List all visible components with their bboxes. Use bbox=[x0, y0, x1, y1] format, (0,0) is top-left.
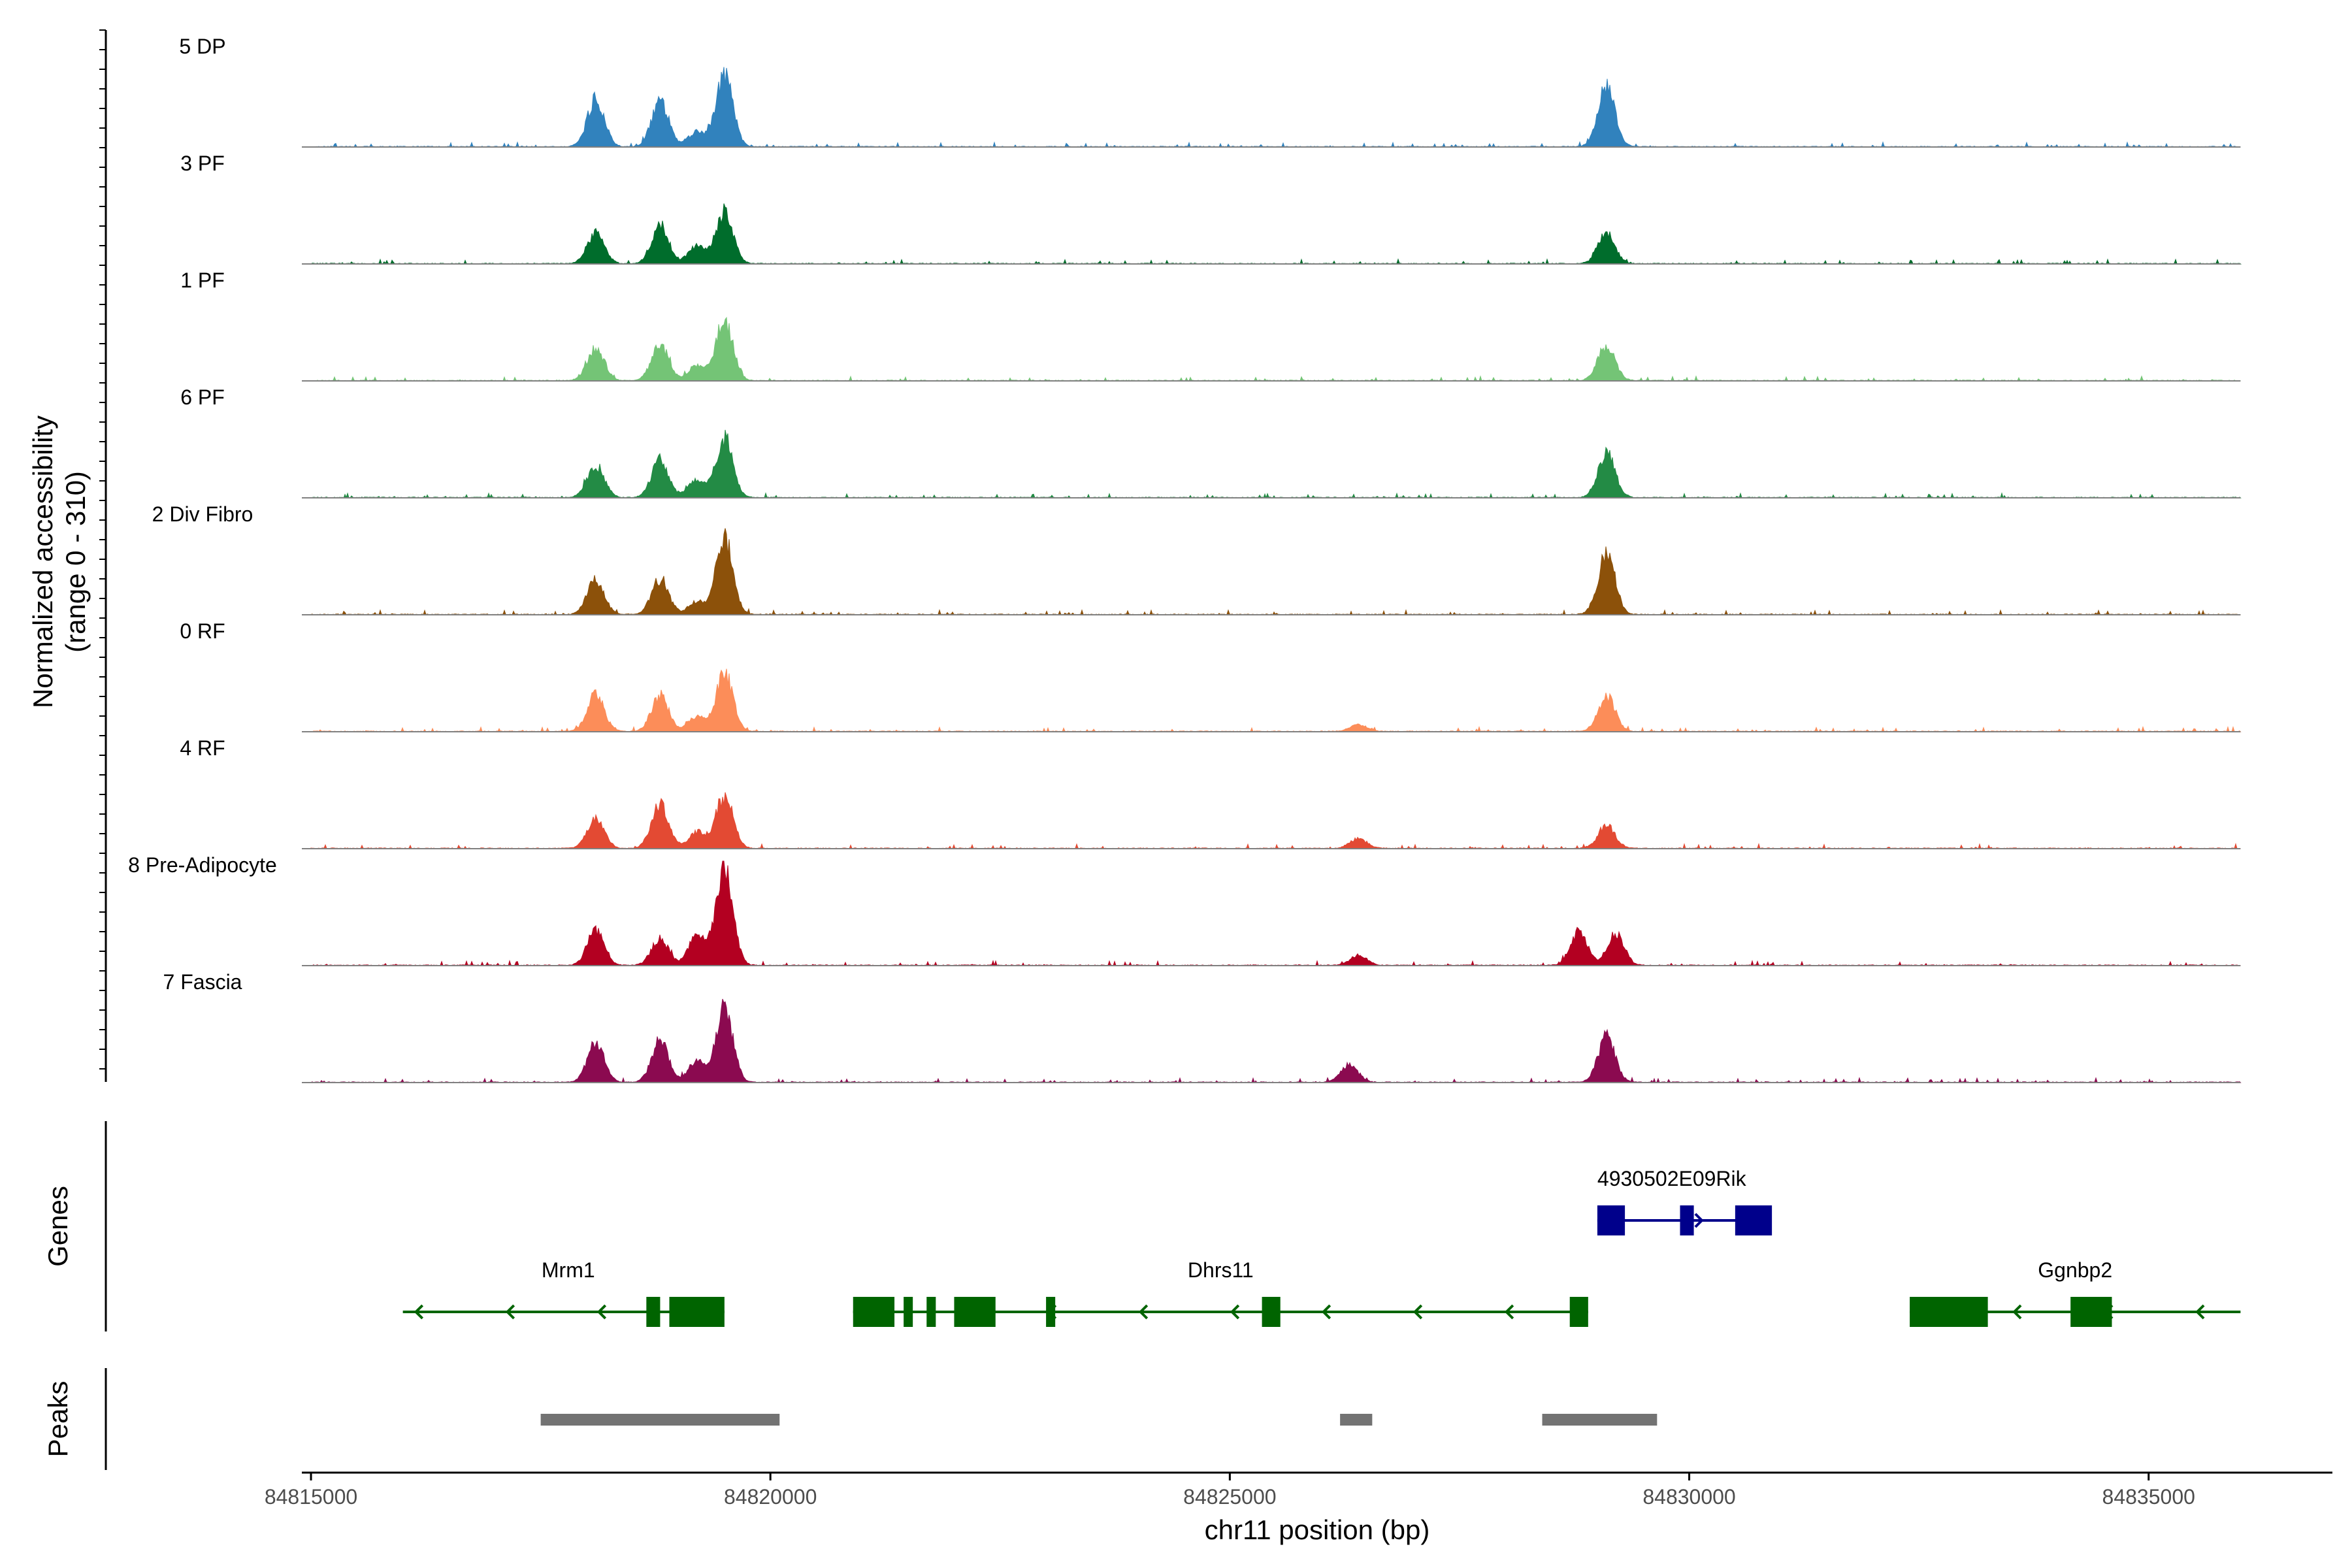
track-2-div-fibro: 2 Div Fibro bbox=[152, 502, 2241, 615]
peaks-panel: Peaks bbox=[42, 1368, 1658, 1470]
track-6-pf: 6 PF bbox=[180, 385, 2242, 499]
coverage-area bbox=[310, 316, 2241, 382]
peak-regions bbox=[540, 1414, 1658, 1426]
track-label: 1 PF bbox=[180, 269, 225, 292]
exon bbox=[646, 1297, 661, 1327]
track-4-rf: 4 RF bbox=[180, 736, 2241, 849]
coverage-area bbox=[310, 203, 2242, 265]
genes-panel: Genes 4930502E09Rik Mrm1 Dhrs11 Ggnbp2 bbox=[42, 1121, 2241, 1331]
track-label: 6 PF bbox=[180, 385, 225, 409]
strand-arrow bbox=[2195, 1304, 2205, 1320]
peak-region bbox=[540, 1414, 780, 1426]
coverage-area bbox=[310, 860, 2241, 967]
x-tick-label: 84825000 bbox=[1183, 1485, 1276, 1509]
exon bbox=[1680, 1205, 1694, 1235]
track-label: 5 DP bbox=[179, 35, 225, 58]
x-axis-ticks: 84815000 84820000 84825000 84830000 84835000 bbox=[265, 1473, 2195, 1509]
y-axis-title: Normalized accessibility bbox=[27, 416, 58, 708]
strand-arrow bbox=[1138, 1304, 1149, 1320]
strand-arrow bbox=[1504, 1304, 1514, 1320]
coverage-panel: 5 DP 3 PF 1 PF 6 PF 2 Div Fibro 0 RF 4 RF 8 Pre… bbox=[27, 29, 2242, 1083]
track-label: 0 RF bbox=[180, 619, 225, 643]
y-axis-subtitle: (range 0 - 310) bbox=[60, 471, 91, 653]
strand-arrow bbox=[1694, 1213, 1704, 1228]
coverage-area bbox=[310, 429, 2242, 499]
gene-dhrs11: Dhrs11 bbox=[853, 1258, 1588, 1327]
genes-label: Genes bbox=[42, 1186, 73, 1267]
x-tick-label: 84835000 bbox=[2102, 1485, 2195, 1509]
coverage-area bbox=[310, 668, 2242, 732]
exon bbox=[926, 1297, 936, 1327]
exon bbox=[2070, 1297, 2112, 1327]
track-5-dp: 5 DP bbox=[179, 35, 2241, 148]
strand-arrow bbox=[1321, 1304, 1331, 1320]
track-label: 2 Div Fibro bbox=[152, 502, 253, 526]
x-tick-label: 84815000 bbox=[265, 1485, 357, 1509]
gene-label: Mrm1 bbox=[542, 1258, 595, 1282]
coverage-tracks: 5 DP 3 PF 1 PF 6 PF 2 Div Fibro 0 RF 4 RF 8 Pre… bbox=[128, 35, 2242, 1083]
coverage-area bbox=[310, 67, 2241, 148]
strand-arrow bbox=[1230, 1304, 1240, 1320]
track-3-pf: 3 PF bbox=[180, 152, 2242, 265]
gene-label: 4930502E09Rik bbox=[1597, 1167, 1747, 1190]
exon bbox=[1910, 1297, 1988, 1327]
x-tick-label: 84830000 bbox=[1642, 1485, 1735, 1509]
track-label: 3 PF bbox=[180, 152, 225, 175]
track-8-pre-adipocyte: 8 Pre-Adipocyte bbox=[128, 853, 2241, 967]
exon bbox=[853, 1297, 895, 1327]
track-label: 7 Fascia bbox=[163, 970, 242, 994]
gene-ggnbp2: Ggnbp2 bbox=[1910, 1258, 2241, 1327]
exon bbox=[1046, 1297, 1056, 1327]
peaks-label: Peaks bbox=[42, 1381, 73, 1458]
peak-region bbox=[1340, 1414, 1373, 1426]
x-axis: 84815000 84820000 84825000 84830000 84835000… bbox=[265, 1471, 2332, 1545]
x-tick-label: 84820000 bbox=[724, 1485, 817, 1509]
y-axis-ticks bbox=[99, 29, 106, 1070]
track-1-pf: 1 PF bbox=[180, 269, 2241, 382]
gene-label: Ggnbp2 bbox=[2038, 1258, 2112, 1282]
coverage-area bbox=[310, 792, 2241, 849]
gene-4930502e09rik: 4930502E09Rik bbox=[1597, 1167, 1772, 1235]
exon bbox=[1735, 1205, 1772, 1235]
strand-arrow bbox=[505, 1304, 515, 1320]
track-label: 8 Pre-Adipocyte bbox=[128, 853, 277, 877]
coverage-area bbox=[310, 528, 2241, 615]
track-7-fascia: 7 Fascia bbox=[163, 970, 2242, 1083]
peak-region bbox=[1542, 1414, 1658, 1426]
track-label: 4 RF bbox=[180, 736, 225, 760]
strand-arrow bbox=[2012, 1304, 2022, 1320]
exon bbox=[1597, 1205, 1625, 1235]
exon bbox=[1569, 1297, 1588, 1327]
exon bbox=[669, 1297, 725, 1327]
strand-arrow bbox=[1413, 1304, 1423, 1320]
gene-mrm1: Mrm1 bbox=[402, 1258, 725, 1327]
coverage-area bbox=[310, 998, 2242, 1083]
track-0-rf: 0 RF bbox=[180, 619, 2242, 732]
exon bbox=[1262, 1297, 1281, 1327]
x-axis-title: chr11 position (bp) bbox=[1205, 1514, 1430, 1545]
gene-label: Dhrs11 bbox=[1188, 1258, 1254, 1282]
exon bbox=[954, 1297, 996, 1327]
strand-arrow bbox=[414, 1304, 424, 1320]
gene-models: 4930502E09Rik Mrm1 Dhrs11 Ggnbp2 bbox=[402, 1167, 2241, 1327]
strand-arrow bbox=[596, 1304, 607, 1320]
exon bbox=[904, 1297, 913, 1327]
